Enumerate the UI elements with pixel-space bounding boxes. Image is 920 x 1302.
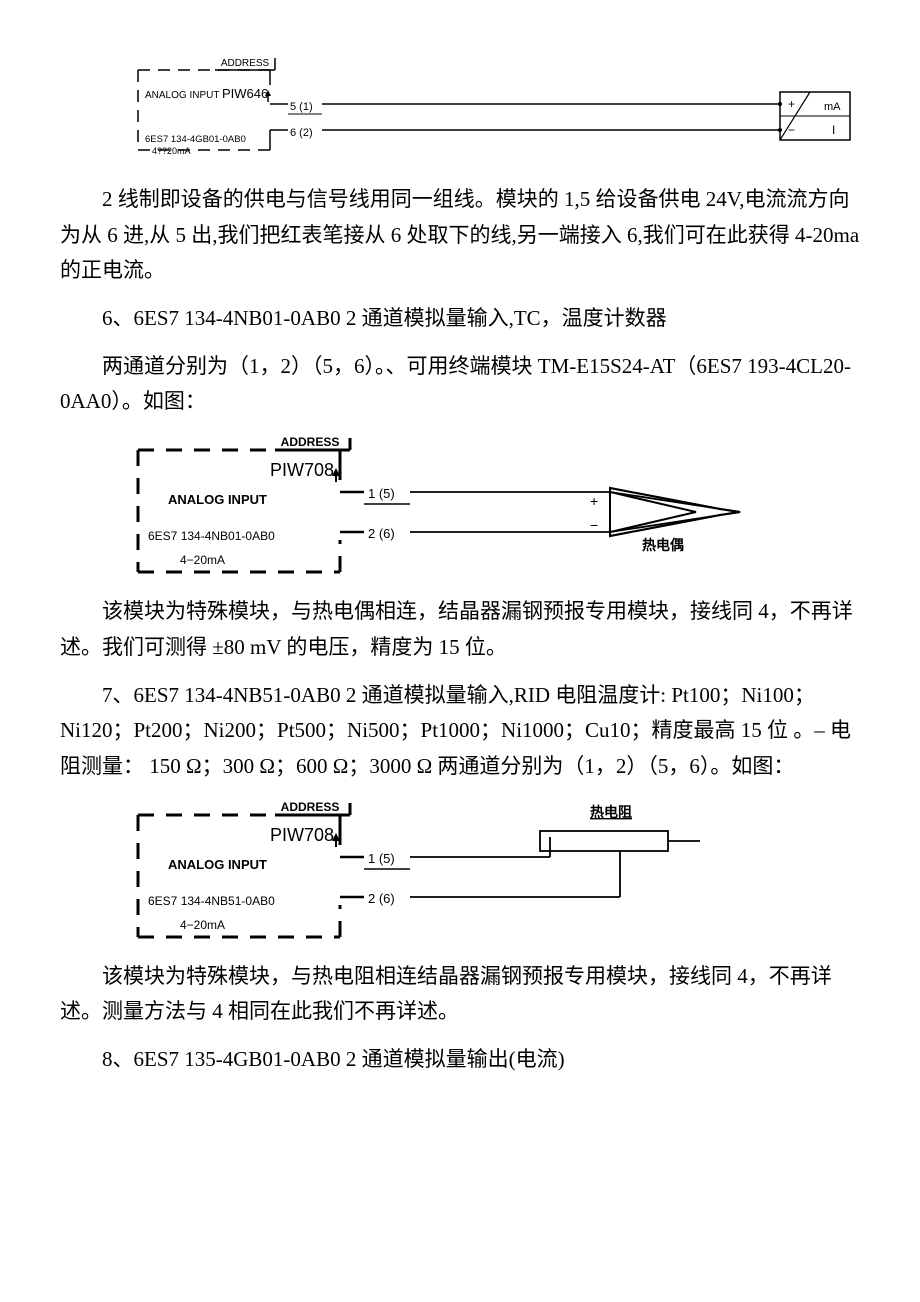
svg-text:2 (6): 2 (6) xyxy=(368,891,395,906)
svg-text:6ES7 134-4NB51-0AB0: 6ES7 134-4NB51-0AB0 xyxy=(148,894,275,908)
svg-text:热电偶: 热电偶 xyxy=(642,537,684,554)
svg-text:−: − xyxy=(590,517,598,533)
paragraph-5: 7、6ES7 134-4NB51-0AB0 2 通道模拟量输入,RID 电阻温度… xyxy=(60,678,860,785)
paragraph-6: 该模块为特殊模块，与热电阻相连结晶器漏钢预报专用模块，接线同 4，不再详述。测量… xyxy=(60,959,860,1030)
paragraph-2: 6、6ES7 134-4NB01-0AB0 2 通道模拟量输入,TC，温度计数器 xyxy=(60,301,860,337)
svg-text:热电阻: 热电阻 xyxy=(590,804,632,821)
svg-text:1 (5): 1 (5) xyxy=(368,486,395,501)
svg-text:5 (1): 5 (1) xyxy=(290,101,313,113)
svg-text:−: − xyxy=(788,123,795,137)
svg-text:2 (6): 2 (6) xyxy=(368,526,395,541)
svg-text:ANALOG INPUT: ANALOG INPUT xyxy=(168,492,267,507)
svg-text:ANALOG INPUT: ANALOG INPUT xyxy=(145,90,219,101)
svg-text:1 (5): 1 (5) xyxy=(368,851,395,866)
svg-text:mA: mA xyxy=(824,101,841,113)
svg-text:ADDRESS: ADDRESS xyxy=(221,58,270,69)
svg-text:4??20mA: 4??20mA xyxy=(152,146,191,156)
wiring-diagram-1: ADDRESS ANALOG INPUT PIW646 6ES7 134-4GB… xyxy=(120,50,860,170)
svg-text:4−20mA: 4−20mA xyxy=(180,553,225,567)
svg-text:+: + xyxy=(788,97,795,111)
svg-text:ANALOG INPUT: ANALOG INPUT xyxy=(168,857,267,872)
paragraph-7: 8、6ES7 135-4GB01-0AB0 2 通道模拟量输出(电流) xyxy=(60,1042,860,1078)
paragraph-1: 2 线制即设备的供电与信号线用同一组线。模块的 1,5 给设备供电 24V,电流… xyxy=(60,182,860,289)
paragraph-4: 该模块为特殊模块，与热电偶相连，结晶器漏钢预报专用模块，接线同 4，不再详述。我… xyxy=(60,594,860,665)
svg-text:6 (2): 6 (2) xyxy=(290,127,313,139)
wiring-diagram-3: ADDRESS PIW708 ANALOG INPUT 6ES7 134-4NB… xyxy=(120,797,740,947)
wiring-diagram-2: ADDRESS PIW708 ANALOG INPUT 6ES7 134-4NB… xyxy=(120,432,760,582)
svg-text:PIW708: PIW708 xyxy=(270,460,334,480)
svg-text:4−20mA: 4−20mA xyxy=(180,918,225,932)
svg-text:PIW646: PIW646 xyxy=(222,86,268,101)
svg-text:6ES7 134-4GB01-0AB0: 6ES7 134-4GB01-0AB0 xyxy=(145,134,246,145)
svg-text:ADDRESS: ADDRESS xyxy=(281,435,340,449)
svg-text:ADDRESS: ADDRESS xyxy=(281,800,340,814)
svg-text:6ES7 134-4NB01-0AB0: 6ES7 134-4NB01-0AB0 xyxy=(148,529,275,543)
svg-text:+: + xyxy=(590,493,598,509)
paragraph-3: 两通道分别为（1，2）（5，6）。、可用终端模块 TM-E15S24-AT（6E… xyxy=(60,349,860,420)
svg-text:I: I xyxy=(832,123,835,137)
svg-text:PIW708: PIW708 xyxy=(270,825,334,845)
